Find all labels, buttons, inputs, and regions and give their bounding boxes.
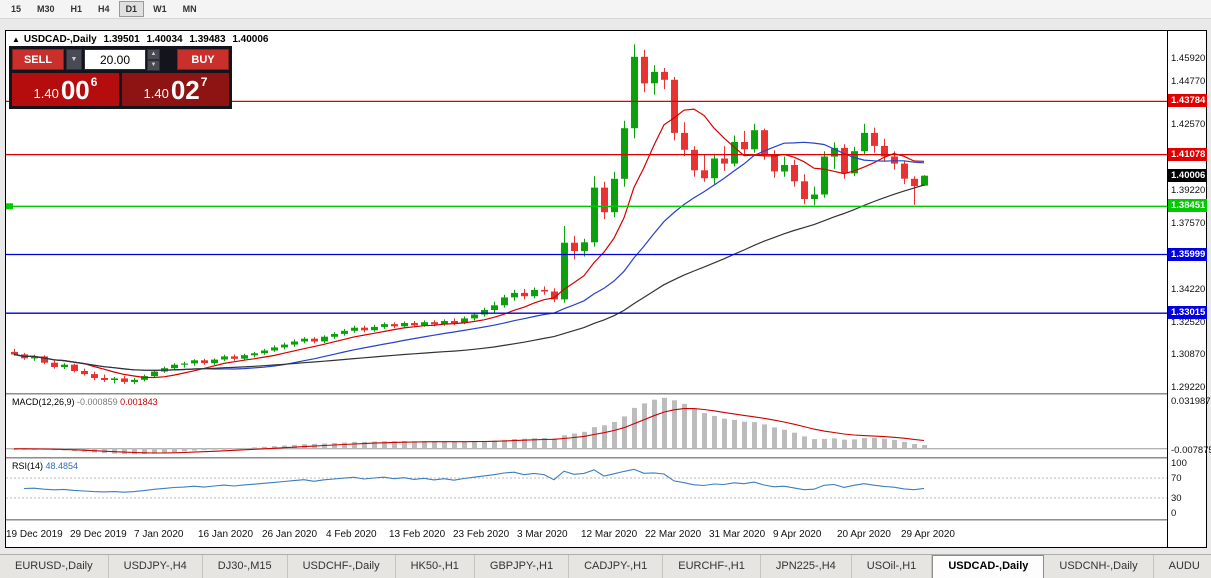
timeframe-button-15[interactable]: 15 <box>11 4 22 14</box>
sell-price-big-digits: 00 <box>60 74 90 105</box>
price-tick-label: 1.29220 <box>1171 382 1206 393</box>
price-tick-label: 1.32520 <box>1171 317 1206 328</box>
chart-symbol-label: USDCAD-,Daily <box>23 34 97 45</box>
timeframe-button-w1[interactable]: W1 <box>153 4 167 14</box>
macd-name: MACD(12,26,9) <box>12 397 75 407</box>
time-axis-label: 12 Mar 2020 <box>581 529 638 540</box>
time-axis-label: 23 Feb 2020 <box>453 529 510 540</box>
level-price-label: 1.38451 <box>1168 199 1207 212</box>
current-price-label: 1.40006 <box>1168 169 1207 182</box>
chart-tab-audu[interactable]: AUDU <box>1154 555 1211 578</box>
chart-tab-usdcnh-daily[interactable]: USDCNH-,Daily <box>1044 555 1154 578</box>
volume-increment-button[interactable]: ▲ <box>147 49 160 60</box>
chart-tab-eurchf-h1[interactable]: EURCHF-,H1 <box>663 555 761 578</box>
time-axis-label: 29 Dec 2019 <box>70 529 127 540</box>
panel-separator[interactable] <box>6 519 1206 521</box>
chart-tab-usdcad-daily[interactable]: USDCAD-,Daily <box>932 555 1045 578</box>
time-axis-label: 26 Jan 2020 <box>262 529 318 540</box>
timeframe-button-m30[interactable]: M30 <box>37 4 55 14</box>
up-triangle-icon: ▲ <box>12 35 20 44</box>
buy-button[interactable]: BUY <box>177 49 229 70</box>
chart-tab-cadjpy-h1[interactable]: CADJPY-,H1 <box>569 555 664 578</box>
chart-tab-jpn225-h4[interactable]: JPN225-,H4 <box>761 555 852 578</box>
rsi-axis-label: 0 <box>1171 508 1177 519</box>
volume-dropdown-button[interactable]: ▼ <box>66 49 82 70</box>
chart-tab-bar: EURUSD-,Daily USDJPY-,H4 DJ30-,M15 USDCHF-,… <box>0 554 1211 578</box>
ohlc-open: 1.39501 <box>103 34 140 45</box>
time-axis-label: 13 Feb 2020 <box>389 529 446 540</box>
rsi-value: 48.4854 <box>45 461 79 471</box>
time-axis-label: 7 Jan 2020 <box>134 529 184 540</box>
timeframe-button-h4[interactable]: H4 <box>98 4 110 14</box>
volume-decrement-button[interactable]: ▼ <box>147 60 160 71</box>
chart-tab-eurusd-daily[interactable]: EURUSD-,Daily <box>0 555 109 578</box>
price-tick-label: 1.45920 <box>1171 53 1206 64</box>
time-axis-label: 22 Mar 2020 <box>645 529 702 540</box>
price-chart-canvas[interactable] <box>6 31 1167 393</box>
level-price-label: 1.35999 <box>1168 248 1207 261</box>
chart-tab-usoil-h1[interactable]: USOil-,H1 <box>852 555 933 578</box>
price-tick-label: 1.44770 <box>1171 76 1206 87</box>
timeframe-button-mn[interactable]: MN <box>182 4 197 14</box>
macd-signal-value: 0.001843 <box>120 397 158 407</box>
rsi-axis-label: 70 <box>1171 473 1182 484</box>
macd-axis-label: 0.031987 <box>1171 396 1211 407</box>
ohlc-high: 1.40034 <box>146 34 183 45</box>
rsi-indicator-label: RSI(14) 48.4854 <box>12 461 78 471</box>
time-axis-label: 16 Jan 2020 <box>198 529 254 540</box>
time-axis-label: 31 Mar 2020 <box>709 529 766 540</box>
timeframe-button-d1[interactable]: D1 <box>118 1 145 17</box>
buy-price-pip-digit: 7 <box>200 74 208 89</box>
chart-tab-dj30-m15[interactable]: DJ30-,M15 <box>203 555 288 578</box>
time-axis-label: 4 Feb 2020 <box>326 529 377 540</box>
time-axis-label: 3 Mar 2020 <box>517 529 568 540</box>
level-price-label: 1.41078 <box>1168 148 1207 161</box>
time-axis-label: 9 Apr 2020 <box>773 529 822 540</box>
volume-input[interactable] <box>84 49 146 70</box>
ohlc-low: 1.39483 <box>189 34 226 45</box>
price-tick-label: 1.30870 <box>1171 349 1206 360</box>
time-axis[interactable]: 19 Dec 2019 29 Dec 2019 7 Jan 2020 16 Jan 2… <box>6 521 1167 547</box>
price-tick-label: 1.37570 <box>1171 218 1206 229</box>
rsi-canvas[interactable] <box>6 459 1167 519</box>
macd-indicator-label: MACD(12,26,9) -0.000859 0.001843 <box>12 397 158 407</box>
price-tick-label: 1.39220 <box>1171 185 1206 196</box>
rsi-axis-label: 30 <box>1171 493 1182 504</box>
buy-price-prefix: 1.40 <box>143 85 169 101</box>
one-click-trading-panel: SELL ▼ ▲ ▼ BUY 1.40 00 6 1.40 02 7 <box>9 46 232 109</box>
chart-tab-hk50-h1[interactable]: HK50-,H1 <box>396 555 475 578</box>
buy-price-big-digits: 02 <box>170 74 200 105</box>
chart-tab-gbpjpy-h1[interactable]: GBPJPY-,H1 <box>475 555 570 578</box>
chart-tab-usdjpy-h4[interactable]: USDJPY-,H4 <box>109 555 203 578</box>
chevron-down-icon: ▼ <box>70 56 78 63</box>
time-axis-label: 20 Apr 2020 <box>837 529 891 540</box>
rsi-name: RSI(14) <box>12 461 44 471</box>
time-axis-label: 19 Dec 2019 <box>6 529 63 540</box>
price-tick-label: 1.42570 <box>1171 119 1206 130</box>
buy-price-button[interactable]: 1.40 02 7 <box>122 73 229 106</box>
sell-button[interactable]: SELL <box>12 49 64 70</box>
timeframe-button-h1[interactable]: H1 <box>70 4 83 14</box>
macd-axis-label: -0.007875 <box>1171 445 1211 456</box>
timeframe-toolbar: 15 M30 H1 H4 D1 W1 MN <box>0 0 1211 19</box>
macd-canvas[interactable] <box>6 395 1167 457</box>
sell-price-button[interactable]: 1.40 00 6 <box>12 73 119 106</box>
panel-separator[interactable] <box>6 393 1206 395</box>
price-tick-label: 1.34220 <box>1171 284 1206 295</box>
panel-separator[interactable] <box>6 457 1206 459</box>
level-price-label: 1.33015 <box>1168 306 1207 319</box>
volume-stepper: ▲ ▼ <box>147 49 160 71</box>
sell-price-pip-digit: 6 <box>90 74 98 89</box>
level-price-label: 1.43784 <box>1168 94 1207 107</box>
chart-ohlc-header: ▲ USDCAD-,Daily 1.39501 1.40034 1.39483 1… <box>12 34 272 45</box>
macd-main-value: -0.000859 <box>77 397 118 407</box>
sell-price-prefix: 1.40 <box>33 85 59 101</box>
ohlc-close: 1.40006 <box>232 34 269 45</box>
time-axis-label: 29 Apr 2020 <box>901 529 955 540</box>
chart-tab-usdchf-daily[interactable]: USDCHF-,Daily <box>288 555 396 578</box>
rsi-axis-label: 100 <box>1171 458 1187 469</box>
chart-window: ▲ USDCAD-,Daily 1.39501 1.40034 1.39483 1… <box>5 30 1211 548</box>
price-axis[interactable]: 1.45920 1.44770 1.42570 1.39220 1.37570 1.342… <box>1167 31 1211 547</box>
